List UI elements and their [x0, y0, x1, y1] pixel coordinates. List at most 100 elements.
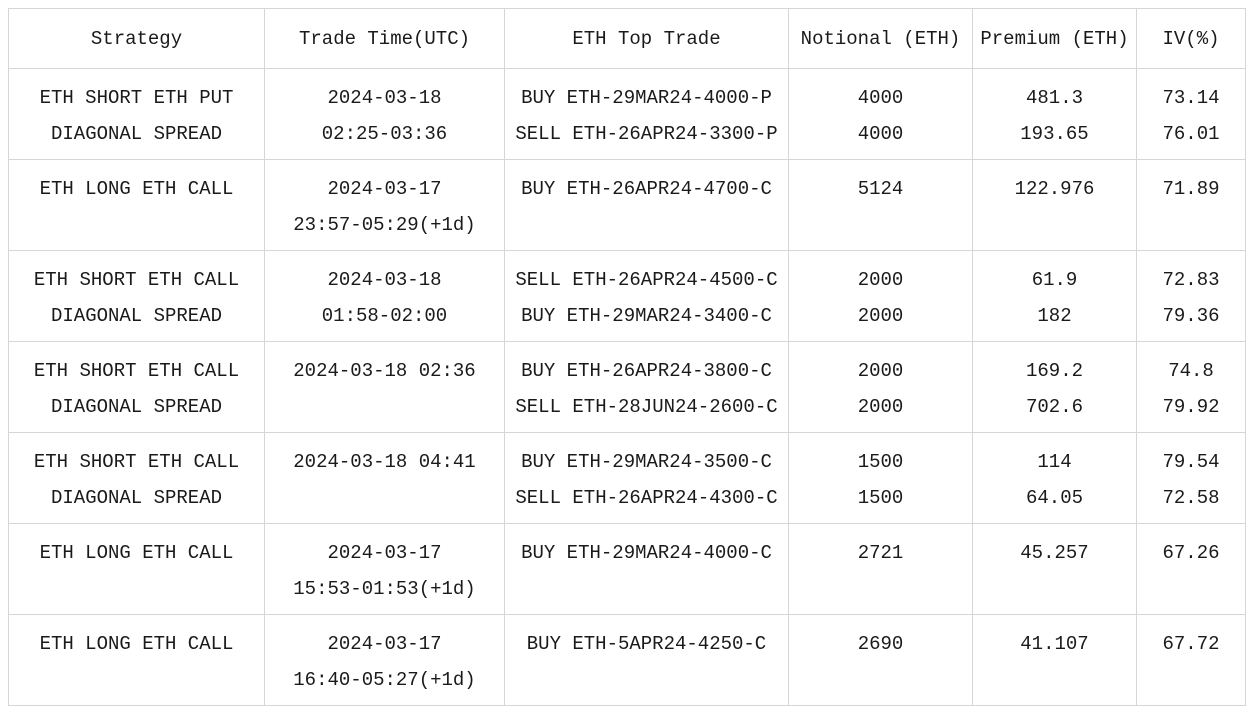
- cell-trades: BUY ETH-29MAR24-3500-C SELL ETH-26APR24-4…: [504, 432, 789, 524]
- cell-line: SELL ETH-28JUN24-2600-C: [515, 396, 778, 418]
- cell-line: ETH SHORT ETH PUT: [39, 87, 234, 109]
- cell-premium: 114 64.05: [972, 432, 1137, 524]
- cell-line: 16:40-05:27(+1d): [293, 669, 476, 691]
- cell-iv: 71.89: [1136, 159, 1246, 251]
- column-header-notional: Notional (ETH): [788, 8, 973, 69]
- cell-premium: 169.2 702.6: [972, 341, 1137, 433]
- cell-line: 2000: [857, 396, 904, 418]
- cell-line: 4000: [857, 87, 904, 109]
- cell-notional: 2721: [788, 523, 973, 615]
- cell-line: 2024-03-17: [327, 633, 442, 655]
- cell-notional: 2690: [788, 614, 973, 706]
- cell-iv: 74.8 79.92: [1136, 341, 1246, 433]
- cell-line: 481.3: [1025, 87, 1083, 109]
- cell-line: SELL ETH-26APR24-4300-C: [515, 487, 778, 509]
- cell-line: 67.72: [1162, 633, 1220, 655]
- cell-notional: 5124: [788, 159, 973, 251]
- cell-premium: 41.107: [972, 614, 1137, 706]
- cell-line: 79.36: [1162, 305, 1220, 327]
- cell-line: 4000: [857, 123, 904, 145]
- table-header-row: Strategy Trade Time(UTC) ETH Top Trade Noti…: [8, 8, 1246, 69]
- cell-line: 72.83: [1162, 269, 1220, 291]
- eth-block-trades-table: Strategy Trade Time(UTC) ETH Top Trade Noti…: [8, 8, 1246, 706]
- cell-notional: 2000 2000: [788, 250, 973, 342]
- cell-line: 45.257: [1020, 542, 1089, 564]
- cell-line: BUY ETH-29MAR24-3500-C: [521, 451, 772, 473]
- cell-trades: SELL ETH-26APR24-4500-C BUY ETH-29MAR24-3…: [504, 250, 789, 342]
- cell-premium: 122.976: [972, 159, 1137, 251]
- cell-line: 74.8: [1168, 360, 1214, 382]
- cell-line: 23:57-05:29(+1d): [293, 214, 476, 236]
- cell-line: 2000: [857, 360, 904, 382]
- cell-notional: 4000 4000: [788, 68, 973, 160]
- cell-strategy: ETH SHORT ETH PUT DIAGONAL SPREAD: [8, 68, 265, 160]
- cell-line: 2024-03-17: [327, 178, 442, 200]
- cell-line: 2024-03-18 02:36: [293, 360, 476, 382]
- cell-strategy: ETH SHORT ETH CALL DIAGONAL SPREAD: [8, 250, 265, 342]
- table-row: ETH SHORT ETH CALL DIAGONAL SPREAD 2024-03…: [8, 432, 1246, 524]
- cell-line: SELL ETH-26APR24-3300-P: [515, 123, 778, 145]
- table-body: ETH SHORT ETH PUT DIAGONAL SPREAD 2024-03-…: [8, 68, 1246, 706]
- cell-line: ETH LONG ETH CALL: [39, 633, 234, 655]
- cell-iv: 72.83 79.36: [1136, 250, 1246, 342]
- cell-line: 169.2: [1025, 360, 1083, 382]
- cell-trade_time: 2024-03-18 02:25-03:36: [264, 68, 505, 160]
- cell-line: 72.58: [1162, 487, 1220, 509]
- cell-line: DIAGONAL SPREAD: [50, 396, 223, 418]
- cell-line: BUY ETH-29MAR24-3400-C: [521, 305, 772, 327]
- table-row: ETH SHORT ETH CALL DIAGONAL SPREAD 2024-03…: [8, 341, 1246, 433]
- cell-trade_time: 2024-03-17 15:53-01:53(+1d): [264, 523, 505, 615]
- cell-iv: 79.54 72.58: [1136, 432, 1246, 524]
- cell-line: 61.9: [1031, 269, 1078, 291]
- table-row: ETH LONG ETH CALL 2024-03-17 23:57-05:29(+…: [8, 159, 1246, 251]
- cell-strategy: ETH LONG ETH CALL: [8, 614, 265, 706]
- cell-line: 76.01: [1162, 123, 1220, 145]
- cell-line: 67.26: [1162, 542, 1220, 564]
- cell-trades: BUY ETH-26APR24-4700-C: [504, 159, 789, 251]
- cell-line: BUY ETH-26APR24-3800-C: [521, 360, 772, 382]
- cell-line: 64.05: [1025, 487, 1083, 509]
- column-header-trades: ETH Top Trade: [504, 8, 789, 69]
- cell-premium: 45.257: [972, 523, 1137, 615]
- cell-trade_time: 2024-03-18 02:36: [264, 341, 505, 433]
- cell-premium: 61.9 182: [972, 250, 1137, 342]
- cell-premium: 481.3 193.65: [972, 68, 1137, 160]
- cell-line: 2000: [857, 269, 904, 291]
- cell-line: 71.89: [1162, 178, 1220, 200]
- cell-line: 02:25-03:36: [321, 123, 448, 145]
- cell-line: 2000: [857, 305, 904, 327]
- cell-trades: BUY ETH-29MAR24-4000-P SELL ETH-26APR24-3…: [504, 68, 789, 160]
- cell-line: DIAGONAL SPREAD: [50, 305, 223, 327]
- column-header-trade_time: Trade Time(UTC): [264, 8, 505, 69]
- cell-trades: BUY ETH-26APR24-3800-C SELL ETH-28JUN24-2…: [504, 341, 789, 433]
- cell-line: 2024-03-18 04:41: [293, 451, 476, 473]
- cell-notional: 2000 2000: [788, 341, 973, 433]
- cell-line: 2024-03-18: [327, 87, 442, 109]
- cell-strategy: ETH LONG ETH CALL: [8, 523, 265, 615]
- cell-trades: BUY ETH-5APR24-4250-C: [504, 614, 789, 706]
- table-row: ETH LONG ETH CALL 2024-03-17 15:53-01:53(+…: [8, 523, 1246, 615]
- cell-line: 1500: [857, 451, 904, 473]
- cell-line: ETH SHORT ETH CALL: [33, 451, 240, 473]
- cell-line: DIAGONAL SPREAD: [50, 487, 223, 509]
- cell-line: 193.65: [1020, 123, 1089, 145]
- column-header-strategy: Strategy: [8, 8, 265, 69]
- cell-line: ETH SHORT ETH CALL: [33, 269, 240, 291]
- cell-line: 122.976: [1014, 178, 1095, 200]
- cell-line: BUY ETH-26APR24-4700-C: [521, 178, 772, 200]
- cell-line: ETH LONG ETH CALL: [39, 542, 234, 564]
- cell-line: BUY ETH-29MAR24-4000-P: [521, 87, 772, 109]
- cell-line: 182: [1037, 305, 1072, 327]
- cell-trade_time: 2024-03-17 23:57-05:29(+1d): [264, 159, 505, 251]
- cell-line: 2024-03-18: [327, 269, 442, 291]
- cell-notional: 1500 1500: [788, 432, 973, 524]
- cell-line: 1500: [857, 487, 904, 509]
- cell-line: 15:53-01:53(+1d): [293, 578, 476, 600]
- column-header-iv: IV(%): [1136, 8, 1246, 69]
- cell-iv: 67.26: [1136, 523, 1246, 615]
- cell-trade_time: 2024-03-18 04:41: [264, 432, 505, 524]
- cell-line: ETH SHORT ETH CALL: [33, 360, 240, 382]
- cell-line: 5124: [857, 178, 904, 200]
- cell-trade_time: 2024-03-17 16:40-05:27(+1d): [264, 614, 505, 706]
